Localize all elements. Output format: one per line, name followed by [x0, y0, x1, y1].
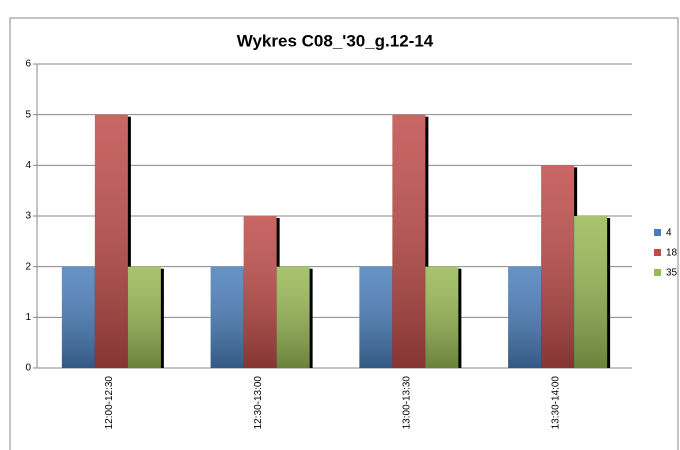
y-tick-label: 4 — [25, 160, 31, 171]
y-tick-label: 0 — [25, 363, 31, 374]
bar-shade — [574, 216, 608, 368]
legend-swatch — [654, 249, 661, 256]
y-tick-label: 5 — [25, 109, 31, 120]
bar-shade — [243, 216, 277, 368]
legend-swatch — [654, 269, 661, 276]
bar-shade — [127, 266, 161, 368]
bar-shade — [61, 266, 95, 368]
legend-swatch — [654, 229, 661, 236]
chart-title: Wykres C08_'30_g.12-14 — [237, 31, 434, 50]
bar-shade — [425, 266, 459, 368]
x-tick-label: 13:30-14:00 — [550, 376, 561, 430]
x-tick-label: 12:30-13:00 — [253, 376, 264, 430]
y-tick-label: 6 — [25, 59, 31, 70]
legend-label: 18 — [666, 248, 678, 259]
legend-label: 4 — [666, 228, 672, 239]
bar-shade — [508, 266, 542, 368]
bar-shade — [94, 114, 128, 369]
bar-shade — [541, 165, 575, 368]
x-tick-label: 12:00-12:30 — [104, 376, 115, 430]
bar-shade — [210, 266, 244, 368]
bar-shade — [359, 266, 393, 368]
legend-label: 35 — [666, 268, 678, 279]
y-tick-label: 1 — [25, 312, 31, 323]
y-tick-label: 2 — [25, 261, 31, 272]
x-tick-label: 13:00-13:30 — [402, 376, 413, 430]
y-tick-label: 3 — [25, 211, 31, 222]
bar-shade — [392, 114, 426, 369]
bar-shade — [276, 266, 310, 368]
